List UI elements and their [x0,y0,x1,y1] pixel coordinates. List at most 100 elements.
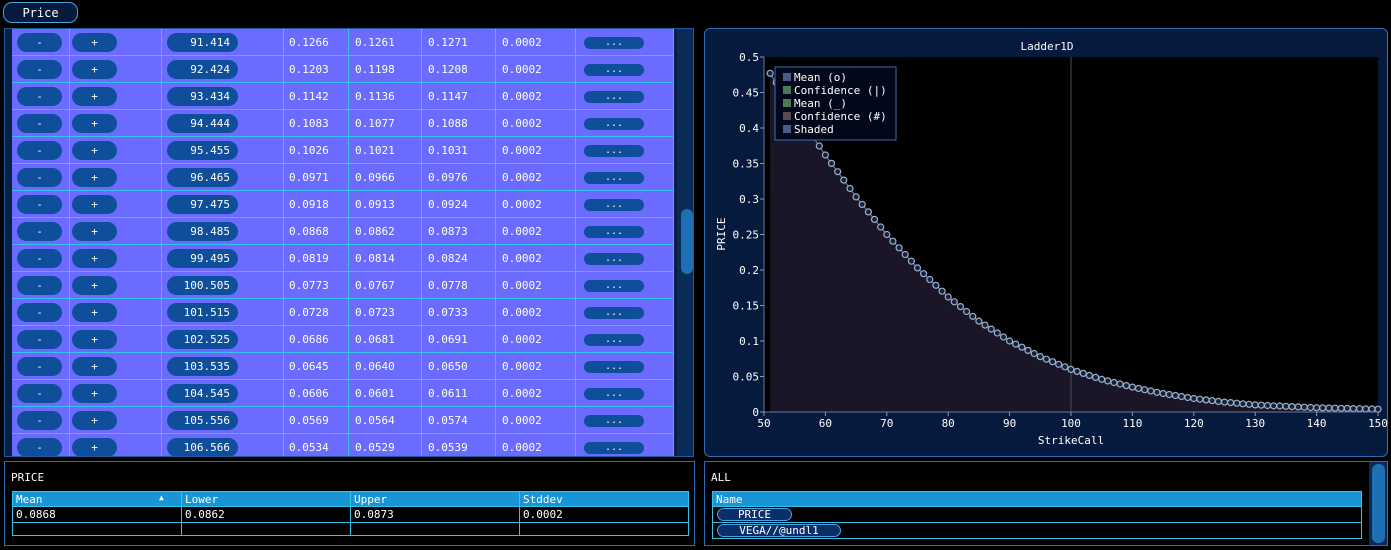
data-point[interactable] [907,257,915,265]
data-point[interactable] [1368,405,1376,413]
data-point[interactable] [1337,404,1345,412]
decrement-button[interactable]: - [17,87,62,106]
data-point[interactable] [883,230,891,239]
increment-button[interactable]: + [72,141,117,160]
strike-field[interactable]: 94.444 [167,114,238,133]
increment-button[interactable]: + [72,303,117,322]
strike-field[interactable]: 97.475 [167,195,238,214]
data-point[interactable] [1214,397,1223,405]
more-button[interactable]: ... [584,118,644,130]
data-point[interactable] [1355,405,1364,413]
strike-field[interactable]: 103.535 [167,357,238,376]
data-point[interactable] [815,142,823,150]
data-point[interactable] [993,329,1001,337]
more-button[interactable]: ... [584,280,644,292]
decrement-button[interactable]: - [17,222,62,241]
data-point[interactable] [834,168,842,176]
data-point[interactable] [932,281,940,289]
data-point[interactable] [1024,346,1032,354]
more-button[interactable]: ... [584,199,644,211]
data-point[interactable] [1276,402,1284,410]
data-point[interactable] [926,275,934,284]
data-point[interactable] [1122,382,1130,390]
strike-field[interactable]: 95.455 [167,141,238,160]
decrement-button[interactable]: - [17,114,62,133]
more-button[interactable]: ... [584,64,644,76]
more-button[interactable]: ... [584,145,644,157]
data-point[interactable] [1079,369,1087,377]
strike-field[interactable]: 101.515 [167,303,238,322]
data-point[interactable] [975,317,983,325]
data-point[interactable] [1288,403,1296,411]
header-upper[interactable]: Upper [351,492,520,506]
data-point[interactable] [981,321,989,329]
increment-button[interactable]: + [72,195,117,214]
strike-field[interactable]: 93.434 [167,87,238,106]
data-point[interactable] [1190,394,1198,403]
data-point[interactable] [901,250,909,259]
more-button[interactable]: ... [584,172,644,184]
data-point[interactable] [766,69,774,77]
strike-field[interactable]: 106.566 [167,438,238,456]
strike-field[interactable]: 96.465 [167,168,238,187]
data-point[interactable] [864,208,872,216]
data-point[interactable] [1055,360,1063,368]
decrement-button[interactable]: - [17,330,62,349]
data-point[interactable] [1312,404,1321,412]
decrement-button[interactable]: - [17,438,62,456]
all-scroll-thumb[interactable] [1372,464,1385,543]
data-point[interactable] [1141,386,1149,394]
data-point[interactable] [913,264,922,272]
data-point[interactable] [1294,403,1302,411]
strike-field[interactable]: 98.485 [167,222,238,241]
more-button[interactable]: ... [584,334,644,346]
data-point[interactable] [1092,373,1100,381]
decrement-button[interactable]: - [17,303,62,322]
data-point[interactable] [1343,404,1351,412]
data-point[interactable] [1257,401,1265,409]
name-header[interactable]: Name [712,491,1362,507]
data-point[interactable] [852,193,860,201]
data-point[interactable] [999,333,1008,341]
decrement-button[interactable]: - [17,276,62,295]
data-point[interactable] [944,293,952,301]
list-item[interactable]: PRICE [712,507,1362,523]
strike-field[interactable]: 102.525 [167,330,238,349]
increment-button[interactable]: + [72,33,117,52]
strike-field[interactable]: 100.505 [167,276,238,295]
data-point[interactable] [1049,358,1057,366]
data-point[interactable] [877,223,885,231]
data-point[interactable] [1220,398,1229,406]
data-point[interactable] [1331,404,1339,412]
data-point[interactable] [1300,403,1308,411]
increment-button[interactable]: + [72,60,117,79]
data-point[interactable] [1147,387,1155,395]
data-point[interactable] [938,287,946,295]
decrement-button[interactable]: - [17,60,62,79]
decrement-button[interactable]: - [17,33,62,52]
strike-field[interactable]: 104.545 [167,384,238,403]
decrement-button[interactable]: - [17,357,62,376]
data-point[interactable] [1036,353,1044,361]
ladder-chart[interactable]: Ladder1D 50 60 70 80 90 100 110 120 130 140 150 0 0.0… [705,29,1389,458]
data-point[interactable] [1061,363,1069,371]
data-point[interactable] [1263,401,1272,410]
increment-button[interactable]: + [72,87,117,106]
data-point[interactable] [1153,388,1161,396]
increment-button[interactable]: + [72,249,117,268]
data-point[interactable] [1282,402,1290,410]
header-lower[interactable]: Lower [182,492,351,506]
tab-price[interactable]: Price [3,2,78,23]
data-point[interactable] [858,200,866,208]
data-point[interactable] [1184,393,1192,402]
increment-button[interactable]: + [72,114,117,133]
data-point[interactable] [827,159,836,167]
strike-field[interactable]: 91.414 [167,33,238,52]
increment-button[interactable]: + [72,276,117,295]
data-point[interactable] [1208,397,1216,405]
increment-button[interactable]: + [72,438,117,456]
data-point[interactable] [1042,355,1050,363]
data-point[interactable] [1116,380,1124,388]
data-point[interactable] [956,303,965,311]
data-point[interactable] [1374,405,1382,413]
